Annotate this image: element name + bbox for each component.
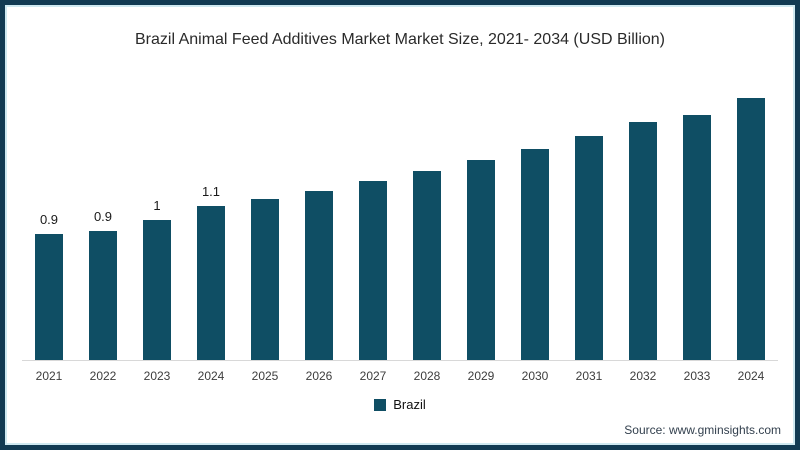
x-tick-label: 2032 bbox=[629, 369, 657, 383]
bar-group-2026 bbox=[292, 66, 346, 360]
bar-value-label: 1.1 bbox=[201, 184, 221, 199]
legend-label-brazil: Brazil bbox=[393, 397, 426, 412]
bar bbox=[413, 171, 441, 360]
bar-group-2023: 1 bbox=[130, 66, 184, 360]
bar-value-label: 1 bbox=[153, 198, 161, 213]
bar-value-label: 0.9 bbox=[39, 212, 59, 227]
bar bbox=[143, 220, 171, 360]
legend-swatch-brazil bbox=[374, 398, 387, 411]
bar bbox=[629, 122, 657, 360]
source-text: Source: www.gminsights.com bbox=[624, 423, 781, 437]
x-tick-label: 2022 bbox=[89, 369, 117, 383]
bar bbox=[521, 149, 549, 360]
bar-group-2033 bbox=[670, 66, 724, 360]
bar bbox=[737, 98, 765, 360]
x-tick-label: 2033 bbox=[683, 369, 711, 383]
bar-group-2032 bbox=[616, 66, 670, 360]
bar-group-2022: 0.9 bbox=[76, 66, 130, 360]
bar-group-2024: 1.1 bbox=[184, 66, 238, 360]
bar bbox=[197, 206, 225, 360]
x-tick-label: 2030 bbox=[521, 369, 549, 383]
plot-area: 0.9 0.9 1 1.1 bbox=[22, 66, 778, 361]
bar-group-2030 bbox=[508, 66, 562, 360]
legend: Brazil bbox=[5, 397, 795, 412]
bar-group-2027 bbox=[346, 66, 400, 360]
chart-title: Brazil Animal Feed Additives Market Mark… bbox=[135, 31, 665, 48]
x-tick-label: 2031 bbox=[575, 369, 603, 383]
bar bbox=[251, 199, 279, 360]
bar bbox=[359, 181, 387, 360]
x-tick-label: 2024 bbox=[197, 369, 225, 383]
bar bbox=[683, 115, 711, 360]
x-tick-label: 2026 bbox=[305, 369, 333, 383]
bar-group-2021: 0.9 bbox=[22, 66, 76, 360]
bar bbox=[89, 231, 117, 360]
x-tick-label: 2027 bbox=[359, 369, 387, 383]
x-tick-label: 2029 bbox=[467, 369, 495, 383]
bar-group-2031 bbox=[562, 66, 616, 360]
x-axis-labels: 2021 2022 2023 2024 2025 2026 2027 2028 2029 2030… bbox=[22, 369, 778, 383]
bar-value-label: 0.9 bbox=[93, 209, 113, 224]
x-tick-label: 2025 bbox=[251, 369, 279, 383]
x-tick-label: 2023 bbox=[143, 369, 171, 383]
x-tick-label: 2021 bbox=[35, 369, 63, 383]
bar bbox=[305, 191, 333, 360]
bar-group-2028 bbox=[400, 66, 454, 360]
bar bbox=[467, 160, 495, 360]
x-tick-label: 2028 bbox=[413, 369, 441, 383]
bar-group-2025 bbox=[238, 66, 292, 360]
bar bbox=[35, 234, 63, 360]
bar-group-2029 bbox=[454, 66, 508, 360]
bar-group-2024 bbox=[724, 66, 778, 360]
x-tick-label: 2024 bbox=[737, 369, 765, 383]
bar bbox=[575, 136, 603, 360]
